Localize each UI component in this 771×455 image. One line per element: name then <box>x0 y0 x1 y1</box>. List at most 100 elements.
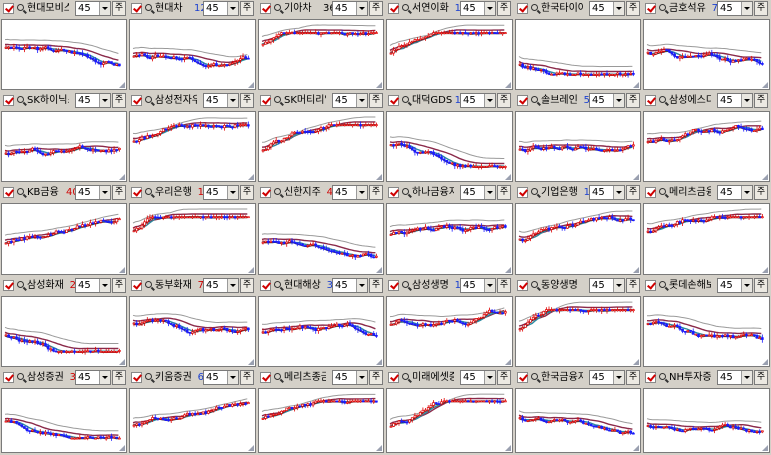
period-select[interactable]: 45 <box>460 185 496 200</box>
chevron-down-icon[interactable] <box>484 2 495 15</box>
checkbox-checked-icon[interactable] <box>388 95 399 106</box>
chevron-down-icon[interactable] <box>613 94 624 107</box>
stock-name[interactable]: 메리츠금융 <box>669 187 711 198</box>
timeframe-button[interactable]: 주 <box>369 185 383 200</box>
checkbox-checked-icon[interactable] <box>260 280 271 291</box>
stock-name[interactable]: 동부화재 <box>155 280 192 291</box>
stock-name[interactable]: 삼성증권 <box>27 372 64 383</box>
timeframe-button[interactable]: 주 <box>369 278 383 293</box>
search-icon[interactable] <box>402 96 409 103</box>
chevron-down-icon[interactable] <box>99 186 110 199</box>
search-icon[interactable] <box>402 188 409 195</box>
timeframe-button[interactable]: 주 <box>497 1 511 16</box>
candlestick-chart[interactable] <box>1 19 127 90</box>
timeframe-button[interactable]: 주 <box>240 370 254 385</box>
period-select[interactable]: 45 <box>75 1 111 16</box>
checkbox-checked-icon[interactable] <box>645 95 656 106</box>
resize-grip-icon[interactable] <box>119 445 125 451</box>
checkbox-checked-icon[interactable] <box>260 95 271 106</box>
search-icon[interactable] <box>531 188 538 195</box>
timeframe-button[interactable]: 주 <box>754 93 768 108</box>
stock-name[interactable]: SK하이닉스 <box>27 95 69 106</box>
candlestick-chart[interactable] <box>1 111 127 182</box>
stock-name[interactable]: 솔브레인 <box>541 95 578 106</box>
resize-grip-icon[interactable] <box>376 359 382 365</box>
candlestick-chart[interactable] <box>258 111 384 182</box>
timeframe-button[interactable]: 주 <box>112 278 126 293</box>
checkbox-checked-icon[interactable] <box>645 187 656 198</box>
search-icon[interactable] <box>659 188 666 195</box>
chevron-down-icon[interactable] <box>613 186 624 199</box>
stock-name[interactable]: 미래에셋증 <box>412 372 454 383</box>
checkbox-checked-icon[interactable] <box>131 95 142 106</box>
period-select[interactable]: 45 <box>75 93 111 108</box>
timeframe-button[interactable]: 주 <box>626 93 640 108</box>
chevron-down-icon[interactable] <box>484 279 495 292</box>
timeframe-button[interactable]: 주 <box>626 370 640 385</box>
timeframe-button[interactable]: 주 <box>112 185 126 200</box>
chevron-down-icon[interactable] <box>227 94 238 107</box>
checkbox-checked-icon[interactable] <box>517 372 528 383</box>
resize-grip-icon[interactable] <box>376 174 382 180</box>
timeframe-button[interactable]: 주 <box>754 278 768 293</box>
resize-grip-icon[interactable] <box>119 174 125 180</box>
candlestick-chart[interactable] <box>129 388 256 453</box>
timeframe-button[interactable]: 주 <box>240 278 254 293</box>
search-icon[interactable] <box>274 188 281 195</box>
timeframe-button[interactable]: 주 <box>626 278 640 293</box>
stock-name[interactable]: 삼성전자우 <box>155 95 197 106</box>
resize-grip-icon[interactable] <box>633 359 639 365</box>
search-icon[interactable] <box>659 4 666 11</box>
period-select[interactable]: 45 <box>717 278 753 293</box>
checkbox-checked-icon[interactable] <box>517 280 528 291</box>
checkbox-checked-icon[interactable] <box>3 95 14 106</box>
candlestick-chart[interactable] <box>258 296 384 367</box>
period-select[interactable]: 45 <box>589 1 625 16</box>
chevron-down-icon[interactable] <box>484 186 495 199</box>
search-icon[interactable] <box>145 281 152 288</box>
chevron-down-icon[interactable] <box>99 2 110 15</box>
chevron-down-icon[interactable] <box>741 279 752 292</box>
period-select[interactable]: 45 <box>203 185 239 200</box>
checkbox-checked-icon[interactable] <box>517 187 528 198</box>
search-icon[interactable] <box>402 373 409 380</box>
search-icon[interactable] <box>402 4 409 11</box>
candlestick-chart[interactable] <box>1 388 127 453</box>
period-select[interactable]: 45 <box>460 370 496 385</box>
period-select[interactable]: 45 <box>460 1 496 16</box>
period-select[interactable]: 45 <box>332 185 368 200</box>
period-select[interactable]: 45 <box>203 278 239 293</box>
resize-grip-icon[interactable] <box>248 445 254 451</box>
chevron-down-icon[interactable] <box>227 371 238 384</box>
candlestick-chart[interactable] <box>386 388 513 453</box>
search-icon[interactable] <box>531 281 538 288</box>
candlestick-chart[interactable] <box>258 388 384 453</box>
timeframe-button[interactable]: 주 <box>497 370 511 385</box>
chevron-down-icon[interactable] <box>484 94 495 107</box>
checkbox-checked-icon[interactable] <box>3 280 14 291</box>
timeframe-button[interactable]: 주 <box>754 370 768 385</box>
candlestick-chart[interactable] <box>129 296 256 367</box>
stock-name[interactable]: 현대해상 <box>284 280 321 291</box>
period-select[interactable]: 45 <box>203 1 239 16</box>
period-select[interactable]: 45 <box>332 93 368 108</box>
checkbox-checked-icon[interactable] <box>260 3 271 14</box>
candlestick-chart[interactable] <box>129 111 256 182</box>
search-icon[interactable] <box>659 281 666 288</box>
stock-name[interactable]: SK머티리얼 <box>284 95 326 106</box>
candlestick-chart[interactable] <box>129 19 256 90</box>
period-select[interactable]: 45 <box>589 93 625 108</box>
search-icon[interactable] <box>531 96 538 103</box>
chevron-down-icon[interactable] <box>741 371 752 384</box>
period-select[interactable]: 45 <box>332 370 368 385</box>
stock-name[interactable]: KB금융 <box>27 187 59 198</box>
candlestick-chart[interactable] <box>515 296 641 367</box>
period-select[interactable]: 45 <box>589 185 625 200</box>
resize-grip-icon[interactable] <box>633 445 639 451</box>
period-select[interactable]: 45 <box>332 1 368 16</box>
checkbox-checked-icon[interactable] <box>388 187 399 198</box>
resize-grip-icon[interactable] <box>762 82 768 88</box>
search-icon[interactable] <box>274 281 281 288</box>
resize-grip-icon[interactable] <box>376 82 382 88</box>
candlestick-chart[interactable] <box>515 19 641 90</box>
